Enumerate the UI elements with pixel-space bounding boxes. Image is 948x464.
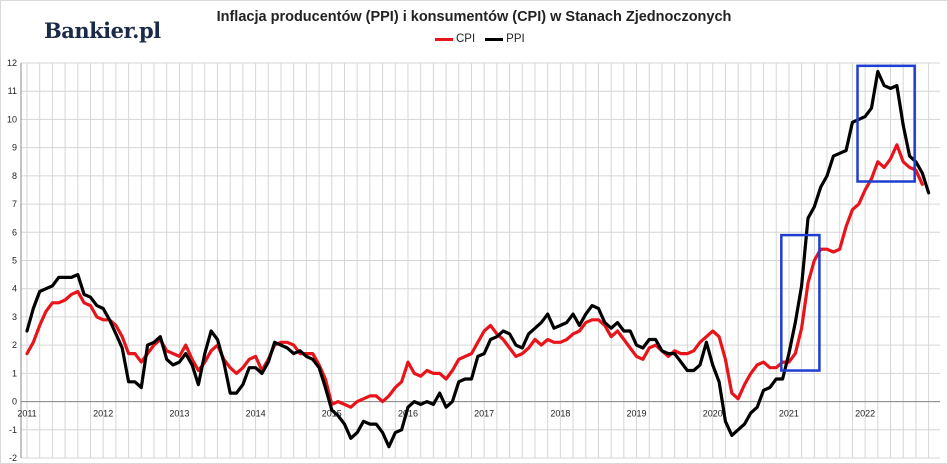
y-tick-label: -2 xyxy=(9,453,17,463)
legend-swatch-cpi xyxy=(435,37,453,41)
y-tick-label: 5 xyxy=(12,256,17,266)
bankier-logo: Bankier.pl xyxy=(44,18,161,43)
y-tick-label: 10 xyxy=(7,114,17,124)
x-tick-label: 2013 xyxy=(169,409,189,419)
x-tick-label: 2019 xyxy=(627,409,647,419)
highlight-box-2 xyxy=(856,64,916,183)
x-tick-label: 2012 xyxy=(93,409,113,419)
x-tick-label: 2011 xyxy=(17,409,36,419)
x-tick-label: 2015 xyxy=(322,409,342,419)
series-line-ppi xyxy=(25,69,931,449)
legend-swatch-ppi xyxy=(485,37,504,41)
series-line-cpi xyxy=(25,143,924,409)
x-tick-label: 2021 xyxy=(779,409,799,419)
y-tick-label: 0 xyxy=(12,397,17,407)
chart-legend: CPI PPI xyxy=(435,33,531,45)
x-tick-label: 2020 xyxy=(703,409,723,419)
y-tick-label: 4 xyxy=(12,284,17,294)
legend-label-cpi: CPI xyxy=(456,33,476,45)
legend-label-ppi: PPI xyxy=(506,33,525,45)
x-tick-label: 2016 xyxy=(398,409,418,419)
legend-item-ppi: PPI xyxy=(485,33,525,45)
y-tick-label: 3 xyxy=(12,312,17,322)
x-tick-label: 2017 xyxy=(474,409,494,419)
y-tick-label: -1 xyxy=(9,425,17,435)
highlight-box-1 xyxy=(780,233,821,372)
x-tick-label: 2014 xyxy=(246,409,266,419)
y-tick-label: 11 xyxy=(8,86,17,96)
y-tick-label: 2 xyxy=(12,340,17,350)
legend-item-cpi: CPI xyxy=(435,33,475,45)
y-tick-label: 12 xyxy=(7,58,17,68)
x-tick-label: 2022 xyxy=(855,409,875,419)
y-tick-label: 9 xyxy=(12,143,17,153)
x-tick-label: 2018 xyxy=(550,409,570,419)
y-tick-label: 6 xyxy=(12,227,17,237)
y-tick-label: 7 xyxy=(12,199,17,209)
y-tick-label: 8 xyxy=(12,171,17,181)
y-tick-label: 1 xyxy=(12,368,17,378)
chart-title: Inflacja producentów (PPI) i konsumentów… xyxy=(216,9,732,25)
